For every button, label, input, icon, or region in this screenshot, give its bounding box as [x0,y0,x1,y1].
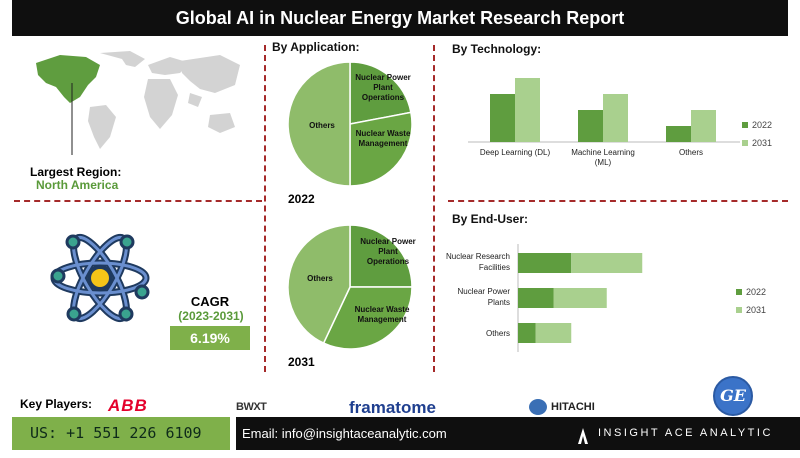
end-user-bar-others-2031 [535,323,572,343]
atom-icon [50,233,150,323]
pie-label-nuclear-power-plant-operations: Nuclear Power Plant Operations [360,237,416,266]
tech-legend-swatch-2022 [742,122,748,128]
end-user-legend-swatch-2031 [736,307,742,313]
largest-region-label: Largest Region: [30,165,122,179]
technology-title: By Technology: [452,42,542,56]
report-title: Global AI in Nuclear Energy Market Resea… [12,0,788,36]
pie-label-nuclear-waste-management: Nuclear Waste Management [355,305,410,324]
tech-tick-deep-learning-dl: Deep Learning (DL) [480,148,551,157]
end-user-bar-others-2022 [518,323,536,343]
pie-chart-2022: Nuclear Power Plant Operations Nuclear Wast… [287,61,413,187]
ge-logo: GE [713,376,753,416]
largest-region-value: North America [36,178,119,192]
tech-legend-2031: 2031 [752,138,772,148]
end-user-bar-nuclear-power-plants-2031 [553,288,607,308]
brand-text: INSIGHT ACE ANALYTIC [598,427,773,439]
footer-brand: INSIGHT ACE ANALYTIC [568,417,800,450]
end-user-bar-chart: Nuclear Research Facilities Nuclear Power P… [446,244,766,352]
tech-bar-others-2031 [691,110,716,142]
hitachi-logo: HITACHI [551,401,595,413]
divider-right-horizontal [448,200,788,202]
pie-label-others: Others [309,121,335,130]
tech-legend-swatch-2031 [742,140,748,146]
pie-year-2031: 2031 [288,355,315,369]
tech-bar-deep-learning-dl-2022 [490,94,515,142]
pie-slice-nuclear-power-plant-operations [349,61,412,125]
application-title: By Application: [272,40,360,54]
cagr-label: CAGR [190,294,230,309]
tech-legend-2022: 2022 [752,120,772,130]
pie-slice-others [287,224,351,345]
end-user-bar-nuclear-power-plants-2022 [518,288,554,308]
pie-slice-nuclear-waste-management [322,286,413,350]
bwxt-logo: BWXT [236,401,267,413]
tech-bar-deep-learning-dl-2031 [515,78,540,142]
end-user-tick-nuclear-research-facilities: Nuclear Research Facilities [446,252,510,272]
key-players-label: Key Players: [20,397,93,411]
abb-logo: ABB [108,396,148,415]
footer-email[interactable]: Email: info@insightaceanalytic.com [236,417,568,450]
pie-label-others: Others [307,274,333,283]
pie-slice-nuclear-waste-management [349,111,413,187]
brand-logo-icon [578,425,588,444]
end-user-title: By End-User: [452,212,529,226]
cagr-value: 6.19% [170,326,250,350]
divider-left [264,45,266,372]
hitachi-mark-icon [529,399,547,415]
end-user-bar-nuclear-research-facilities-2031 [571,253,643,273]
end-user-tick-nuclear-power-plants: Nuclear Power Plants [458,287,511,307]
technology-bar-chart: Deep Learning (DL) Machine Learning (ML) Ot… [468,78,772,167]
end-user-legend-2022: 2022 [746,287,766,297]
end-user-bar-nuclear-research-facilities-2022 [518,253,572,273]
footer-phone[interactable]: US: +1 551 226 6109 [12,417,230,450]
pie-chart-2031: Nuclear Power Plant Operations Nuclear Wast… [287,224,416,350]
pie-label-nuclear-waste-management: Nuclear Waste Management [356,129,411,148]
tech-bar-machine-learning-ml-2031 [603,94,628,142]
tech-tick-machine-learning-ml: Machine Learning (ML) [571,148,635,167]
end-user-tick-others: Others [486,329,510,338]
divider-left-horizontal [14,200,262,202]
pie-label-nuclear-power-plant-operations: Nuclear Power Plant Operations [355,73,411,102]
framatome-logo: framatome [349,398,436,417]
tech-tick-others: Others [679,148,703,157]
pie-slice-others [287,61,351,187]
end-user-legend-swatch-2022 [736,289,742,295]
tech-bar-others-2022 [666,126,691,142]
cagr-period: (2023-2031) [178,309,244,323]
end-user-legend-2031: 2031 [746,305,766,315]
divider-right [433,45,435,372]
world-map [36,51,240,155]
pie-year-2022: 2022 [288,192,315,206]
pie-slice-nuclear-power-plant-operations [349,224,413,288]
tech-bar-machine-learning-ml-2022 [578,110,603,142]
